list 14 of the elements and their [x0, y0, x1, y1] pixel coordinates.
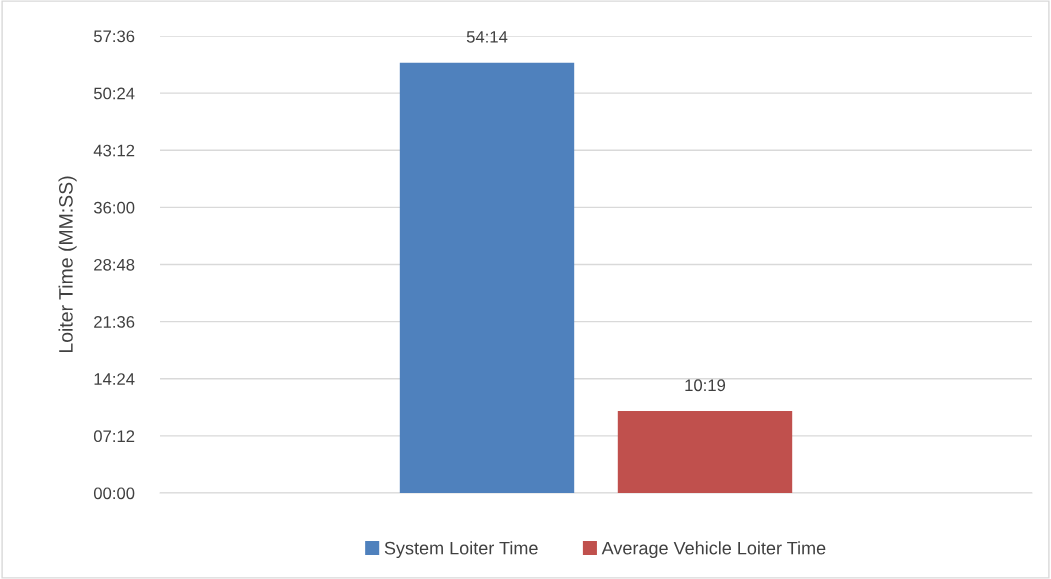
- y-tick-label: 43:12: [93, 144, 135, 157]
- y-tick-label: 14:24: [94, 373, 135, 385]
- data-label: 10:19: [685, 379, 726, 392]
- y-tick-label: 28:48: [94, 258, 135, 271]
- y-axis-title: Loiter Time (MM:SS): [58, 176, 77, 353]
- y-tick-label: 57:36: [93, 30, 135, 43]
- y-tick-label: 21:36: [94, 316, 135, 328]
- data-label: 54:14: [466, 31, 508, 43]
- y-tick-label: 50:24: [93, 87, 135, 100]
- legend-label: System Loiter Time: [384, 541, 538, 559]
- y-tick-label: 07:12: [93, 430, 135, 443]
- legend-label: Average Vehicle Loiter Time: [601, 541, 826, 559]
- y-tick-label: 00:00: [93, 487, 135, 500]
- y-tick-label: 36:00: [93, 201, 135, 214]
